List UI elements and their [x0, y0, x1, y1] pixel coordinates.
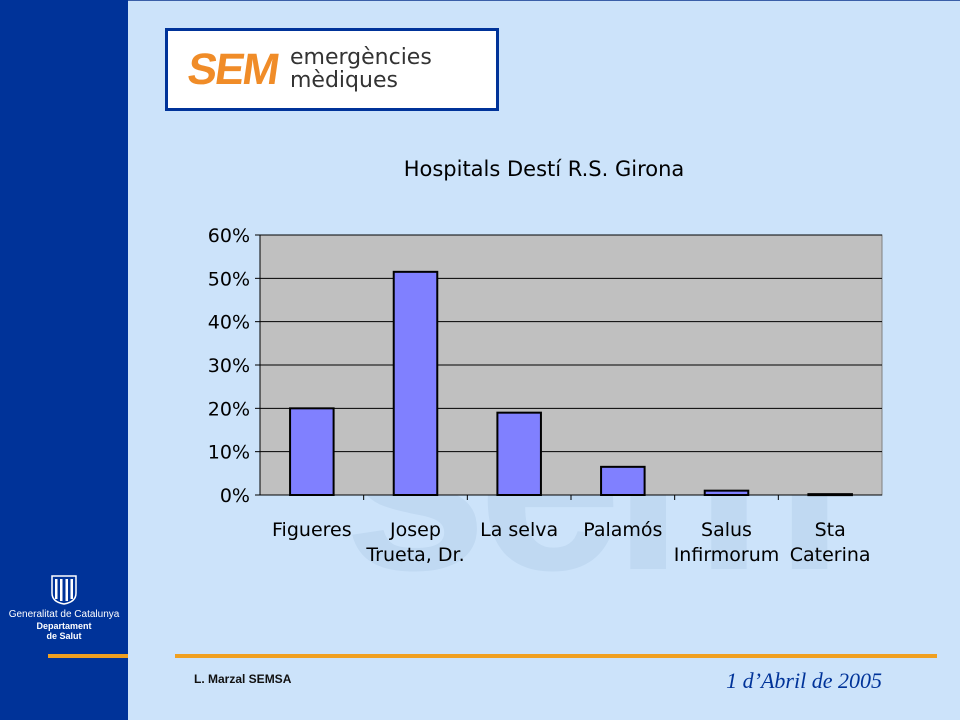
sidebar	[0, 0, 128, 720]
x-tick-label: Trueta, Dr.	[365, 544, 464, 566]
bar	[807, 493, 853, 497]
x-tick-label: Figueres	[272, 519, 352, 541]
sem-logo-text: emergències mèdiques	[290, 46, 432, 92]
y-tick-label: 60%	[208, 225, 250, 247]
bar	[703, 489, 750, 496]
x-tick-label: Caterina	[790, 544, 871, 566]
gencat-department-health: de Salut	[46, 631, 82, 641]
gencat-name: Generalitat de Catalunya	[8, 609, 120, 620]
y-tick-label: 50%	[208, 268, 250, 290]
footer-author: L. Marzal SEMSA	[194, 672, 292, 686]
bar	[289, 407, 335, 497]
gencat-department: Departament	[36, 621, 92, 631]
y-tick-label: 20%	[208, 398, 250, 420]
catalan-coat-of-arms-icon	[51, 575, 77, 605]
y-tick-label: 0%	[220, 485, 250, 507]
footer-divider-right	[175, 654, 937, 658]
logo-line-2: mèdiques	[290, 68, 398, 93]
x-tick-label: La selva	[480, 519, 558, 541]
bar	[392, 270, 439, 497]
x-tick-label: Sta	[815, 519, 846, 541]
x-tick-label: Infirmorum	[674, 544, 780, 566]
x-tick-label: Josep	[389, 519, 441, 541]
chart-title: Hospitals Destí R.S. Girona	[404, 157, 685, 181]
bar	[600, 465, 646, 497]
x-tick-label: Salus	[701, 519, 752, 541]
x-tick-label: Palamós	[583, 519, 662, 541]
y-tick-label: 10%	[208, 442, 250, 464]
logo-line-1: emergències	[290, 45, 432, 70]
y-tick-label: 40%	[208, 312, 250, 334]
gencat-logo: Generalitat de Catalunya Departament de …	[0, 575, 128, 641]
bar	[496, 411, 542, 496]
footer-divider-left	[48, 654, 128, 658]
y-tick-label: 30%	[208, 355, 250, 377]
footer-date: 1 d’Abril de 2005	[726, 668, 882, 693]
sem-logo: SEM emergències mèdiques	[165, 28, 499, 111]
